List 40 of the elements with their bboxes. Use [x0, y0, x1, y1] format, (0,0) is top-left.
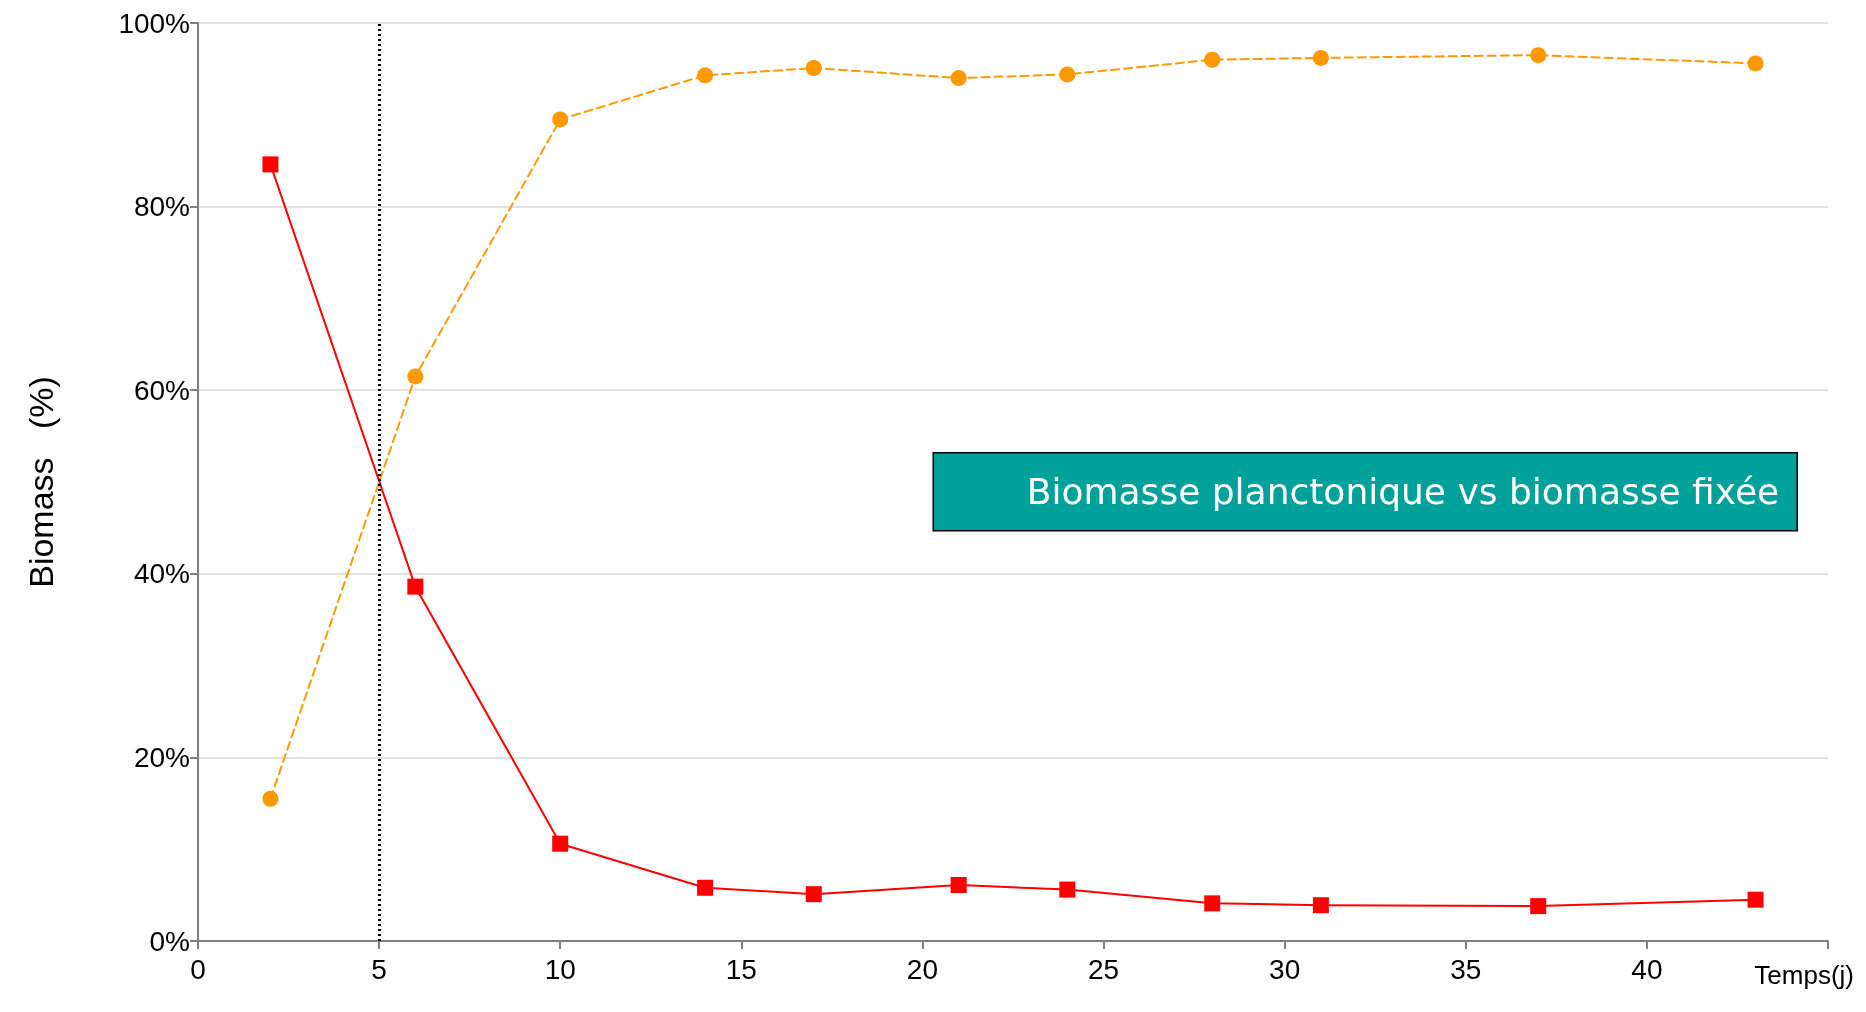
point	[552, 835, 569, 852]
point	[697, 67, 714, 84]
x-tick-label: 40	[1631, 953, 1663, 985]
x-tick-label: 15	[725, 953, 757, 985]
point	[262, 156, 279, 173]
point	[407, 368, 424, 385]
x-tick-label: 30	[1269, 953, 1301, 985]
y-tick-label: 100%	[118, 7, 190, 39]
x-tick-label: 35	[1450, 953, 1482, 985]
point	[1530, 898, 1547, 915]
point	[1312, 49, 1329, 66]
point	[262, 790, 279, 807]
point	[1059, 881, 1076, 898]
point	[407, 578, 424, 595]
y-tick-label: 80%	[133, 191, 190, 223]
x-tick-label: 0	[190, 953, 206, 985]
point	[1204, 51, 1221, 68]
point	[1204, 895, 1221, 912]
point	[1747, 55, 1764, 72]
point	[805, 886, 822, 903]
y-tick-label: 60%	[133, 374, 190, 406]
point	[805, 59, 822, 76]
y-tick-label: 20%	[133, 741, 190, 773]
y-axis-title: Biomass (%)	[22, 376, 60, 588]
point	[950, 877, 967, 893]
point	[950, 70, 967, 87]
point	[1530, 47, 1547, 64]
y-tick-label: 40%	[133, 558, 190, 590]
point	[1747, 891, 1764, 908]
x-tick-label: 5	[371, 953, 387, 985]
point	[1059, 66, 1076, 83]
x-axis-title: Temps(j)	[1754, 960, 1854, 990]
y-tick-label: 0%	[149, 925, 190, 957]
point	[1312, 897, 1329, 914]
point	[697, 879, 714, 896]
x-tick-label: 10	[544, 953, 576, 985]
annotation: Biomasse planctonique vs biomasse fixée	[1026, 471, 1780, 513]
x-tick-label: 20	[906, 953, 939, 985]
point	[552, 111, 569, 128]
x-tick-label: 25	[1087, 953, 1120, 985]
